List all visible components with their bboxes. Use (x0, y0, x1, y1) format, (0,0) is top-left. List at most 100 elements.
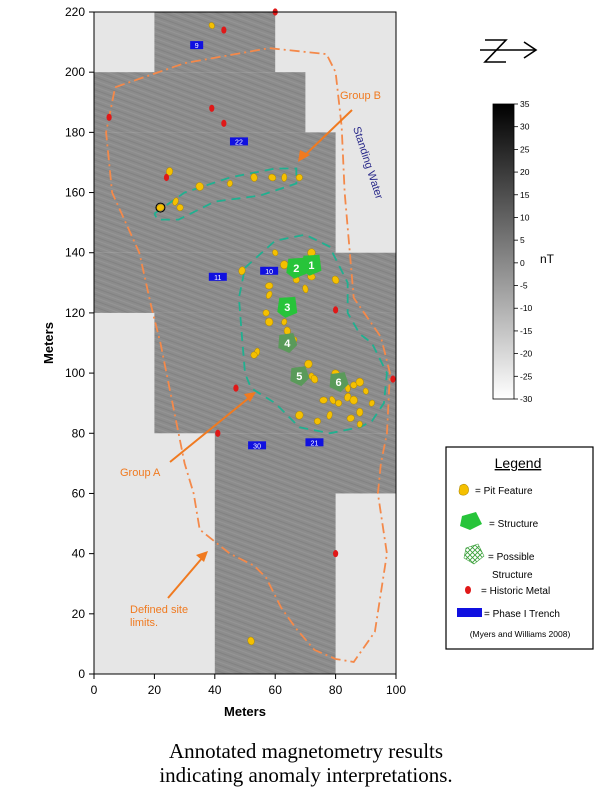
colorbar-ticks: 35 30 25 20 15 10 5 0 -5 -10 -15 -20 -25 -30 (514, 99, 533, 404)
y-tick-label: 80 (72, 426, 86, 440)
pit-feature (335, 399, 343, 407)
phase-i-trench (190, 41, 204, 50)
phase-i-trench-legend-icon (457, 608, 482, 617)
site-limits-label: Defined site limits. (130, 604, 191, 629)
historic-metal-legend-icon (465, 586, 471, 594)
x-tick-label: 60 (269, 683, 283, 697)
caption-line-2: indicating anomaly interpretations. (159, 763, 453, 787)
group-a-outline (238, 233, 388, 435)
phase-i-trench (260, 266, 279, 275)
possible-structure-label: 4 (284, 338, 291, 350)
historic-metal (221, 119, 227, 127)
y-tick-label: 160 (65, 186, 85, 200)
y-tick-label: 20 (72, 607, 86, 621)
colorbar-tick-label: 5 (520, 235, 525, 245)
pit-feature (326, 411, 333, 420)
trench-label: 30 (253, 443, 261, 450)
y-tick-label: 0 (78, 667, 85, 681)
pit-feature (156, 204, 165, 212)
phase-i-trench (229, 137, 248, 146)
y-axis-ticks: 0 20 40 60 80 100 120 140 160 180 200 220 (65, 5, 94, 681)
structure (286, 257, 307, 279)
group-b-arrow (301, 109, 353, 159)
pit-feature (166, 167, 173, 176)
colorbar-tick-label: 20 (520, 167, 530, 177)
colorbar-tick-label: 10 (520, 212, 530, 222)
trench-label: 22 (235, 139, 243, 146)
structure-legend-icon (460, 512, 482, 530)
phase-i-trench (248, 441, 267, 450)
pit-feature (227, 180, 233, 187)
pit-feature (238, 266, 246, 275)
pit-feature (280, 260, 289, 270)
x-axis-ticks: 0 20 40 60 80 100 (91, 674, 406, 697)
survey-block (214, 433, 396, 494)
phase-i-trench (208, 272, 227, 281)
pit-feature (329, 396, 336, 405)
pit-feature (295, 174, 303, 181)
y-tick-label: 180 (65, 125, 85, 139)
survey-block (214, 493, 336, 674)
y-axis-title: Meters (41, 322, 56, 364)
map-area: 9 22 11 10 30 21 12 3 4 5 6 (93, 8, 397, 675)
survey-coverage (94, 12, 396, 674)
pit-feature-legend-icon (458, 483, 469, 496)
pit-feature (346, 414, 355, 422)
y-tick-label: 60 (72, 486, 86, 500)
pit-feature (319, 396, 328, 404)
pit-feature (302, 284, 309, 294)
pit-feature (355, 377, 364, 387)
historic-metal (221, 26, 227, 34)
pit-feature (172, 197, 179, 206)
pit-feature (262, 309, 270, 317)
site-limits-line (105, 47, 391, 663)
pit-feature (268, 173, 277, 182)
structure-label: 3 (284, 302, 290, 314)
site-limits-arrowhead (196, 551, 208, 562)
pit-feature (265, 290, 273, 299)
possible-structure-label: 6 (336, 377, 342, 389)
historic-metal (215, 429, 221, 437)
legend-item-phase-i-trench: = Phase I Trench (484, 609, 560, 620)
trench-label: 21 (311, 440, 319, 447)
colorbar-tick-label: 15 (520, 190, 530, 200)
structure-label: 1 (308, 260, 314, 272)
pit-feature (281, 318, 288, 326)
colorbar: 35 30 25 20 15 10 5 0 -5 -10 -15 -20 -25 -30 nT (492, 99, 555, 404)
pit-feature (349, 395, 358, 405)
colorbar-tick-label: -20 (520, 349, 533, 359)
colorbar-tick-label: 25 (520, 144, 530, 154)
pit-feature (310, 374, 319, 384)
north-arrow-icon (480, 39, 538, 63)
y-tick-label: 220 (65, 5, 85, 19)
possible-structure-legend-icon (463, 543, 485, 565)
site-limits-boundary (105, 47, 391, 663)
y-tick-label: 140 (65, 246, 85, 260)
pit-feature (314, 417, 321, 425)
pit-feature (250, 351, 258, 359)
group-a-arrow (169, 396, 251, 463)
axes: 0 20 40 60 80 100 0 20 40 60 80 100 120 140 160 180 200… (41, 5, 406, 719)
y-tick-label: 100 (65, 366, 85, 380)
x-tick-label: 0 (91, 683, 98, 697)
survey-block (154, 12, 276, 73)
legend-citation: (Myers and Williams 2008) (470, 629, 571, 639)
group-outlines (153, 167, 388, 435)
pit-feature (250, 173, 258, 182)
caption-line-1: Annotated magnetometry results (168, 739, 444, 763)
pit-feature (265, 317, 274, 327)
colorbar-unit: nT (540, 252, 555, 266)
colorbar-tick-label: -5 (520, 281, 528, 291)
trench-label: 10 (265, 269, 273, 276)
historic-metal (163, 173, 170, 182)
pit-feature (295, 411, 304, 420)
colorbar-tick-label: -25 (520, 371, 533, 381)
colorbar-tick-label: 0 (520, 258, 525, 268)
site-limits-arrow (167, 556, 204, 599)
colorbar-tick-label: -15 (520, 326, 533, 336)
possible-structure (329, 372, 349, 393)
pit-feature (247, 636, 255, 646)
possible-structures: 4 5 6 (278, 333, 349, 393)
legend-title: Legend (495, 455, 542, 471)
group-b-arrowhead (298, 150, 310, 162)
